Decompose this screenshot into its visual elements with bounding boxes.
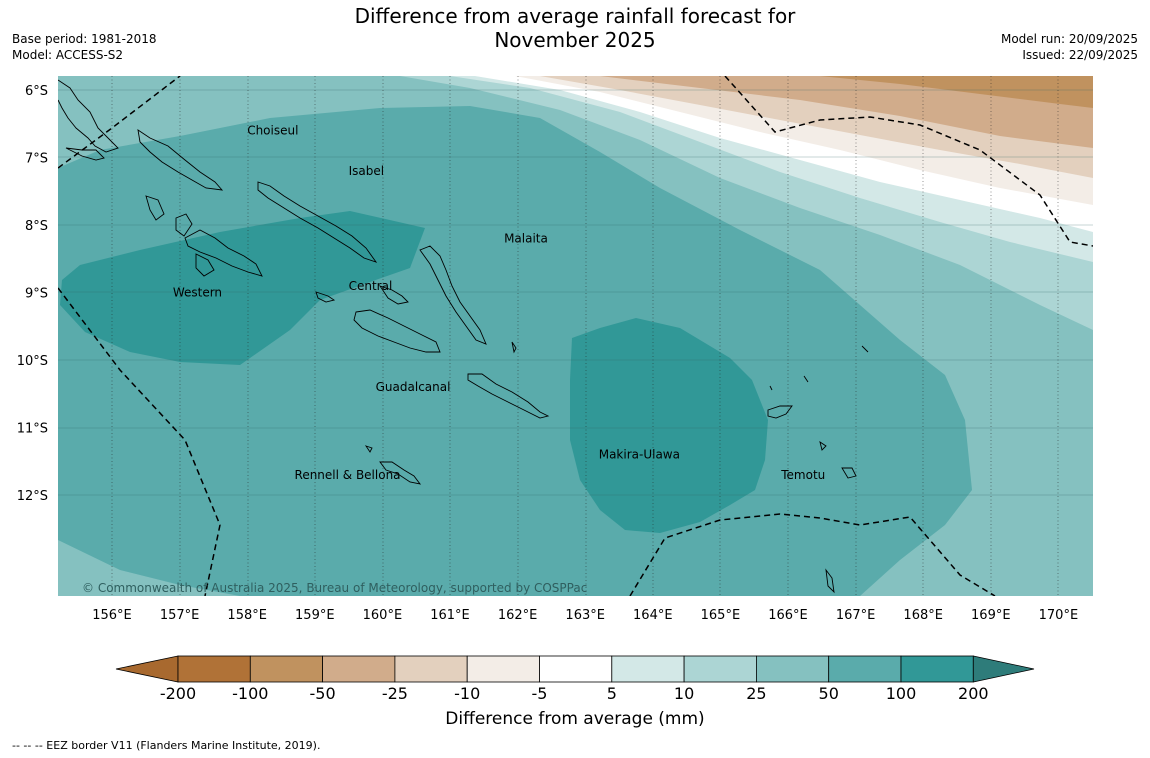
province-label: Malaita — [504, 232, 548, 246]
colorbar-tick-label: 200 — [958, 684, 989, 703]
meridians — [111, 76, 1059, 596]
zone-25-50-southwest — [58, 540, 240, 596]
lat-tick-label: 11°S — [17, 422, 48, 437]
colorbar-label: Difference from average (mm) — [445, 709, 705, 729]
colorbar-tick-label: -10 — [454, 684, 480, 703]
lon-tick-label: 163°E — [565, 608, 605, 623]
zone-neg100-neg50 — [820, 76, 1093, 108]
lon-tick-labels: 156°E 157°E 158°E 159°E 160°E 161°E 162°E 163°E… — [92, 608, 1078, 623]
lon-tick-label: 169°E — [971, 608, 1011, 623]
colorbar-segment — [683, 655, 757, 683]
colorbar-extend-high — [972, 655, 1035, 683]
lat-tick-label: 12°S — [17, 489, 48, 504]
colorbar-segment — [539, 655, 613, 683]
lon-tick-label: 157°E — [160, 608, 200, 623]
lon-tick-label: 162°E — [498, 608, 538, 623]
colorbar-segment — [611, 655, 685, 683]
issued-date: Issued: 22/09/2025 — [1022, 48, 1138, 62]
colorbar-segment — [466, 655, 540, 683]
model-name: Model: ACCESS-S2 — [12, 48, 124, 62]
colorbar-segment — [900, 655, 974, 683]
lon-tick-label: 160°E — [363, 608, 403, 623]
lat-tick-label: 8°S — [25, 219, 48, 234]
title-line-1: Difference from average rainfall forecas… — [354, 4, 796, 28]
zone-neg50-neg25 — [600, 76, 1093, 148]
base-period: Base period: 1981-2018 — [12, 32, 157, 46]
lat-tick-label: 7°S — [25, 152, 48, 167]
colorbar-extend-low — [115, 655, 179, 683]
map-title: Difference from average rainfall forecas… — [0, 4, 1150, 52]
lat-tick-label: 9°S — [25, 287, 48, 302]
colorbar-tick-label: 5 — [607, 684, 617, 703]
lon-tick-label: 159°E — [295, 608, 335, 623]
province-label: Makira-Ulawa — [599, 448, 680, 462]
colorbar-tick-label: -25 — [382, 684, 408, 703]
colorbar-tick-label: 100 — [886, 684, 917, 703]
lon-tick-label: 170°E — [1039, 608, 1079, 623]
colorbar-segment — [828, 655, 902, 683]
province-label: Isabel — [349, 164, 384, 178]
colorbar-tick-label: 10 — [674, 684, 694, 703]
islands — [58, 79, 869, 594]
province-label: Choiseul — [247, 124, 298, 138]
lon-tick-label: 156°E — [92, 608, 132, 623]
colorbar-tick-label: 25 — [746, 684, 766, 703]
colorbar-segment — [322, 655, 396, 683]
colorbar-tick-label: -5 — [532, 684, 548, 703]
zone-100-200-west — [60, 211, 425, 365]
lon-tick-label: 158°E — [227, 608, 267, 623]
colorbar-segment — [249, 655, 324, 683]
lon-tick-label: 167°E — [836, 608, 876, 623]
lon-tick-label: 165°E — [701, 608, 741, 623]
lat-tick-label: 6°S — [25, 84, 48, 99]
zone-100-200-east — [570, 318, 768, 533]
copyright-text: © Commonwealth of Australia 2025, Bureau… — [82, 581, 587, 595]
province-labels: Choiseul Isabel Malaita Central Western Guada… — [173, 124, 825, 482]
province-label: Rennell & Bellona — [295, 468, 401, 482]
province-label: Guadalcanal — [376, 380, 451, 394]
lat-tick-labels: 6°S 7°S 8°S 9°S 10°S 11°S 12°S — [17, 84, 48, 504]
colorbar-tick-label: -200 — [160, 684, 196, 703]
colorbar-segment — [177, 655, 251, 683]
colorbar-tick-label: -50 — [310, 684, 336, 703]
graticule — [58, 89, 1093, 496]
colorbar-segment — [394, 655, 468, 683]
eez-borders — [58, 76, 1093, 596]
lat-tick-label: 10°S — [17, 354, 48, 369]
lon-tick-label: 168°E — [903, 608, 943, 623]
province-label: Temotu — [780, 468, 825, 482]
province-label: Central — [349, 279, 393, 293]
colorbar-tick-label: -100 — [232, 684, 268, 703]
meta-right: Model run: 20/09/2025 Issued: 22/09/2025 — [1001, 31, 1138, 63]
lon-tick-label: 164°E — [633, 608, 673, 623]
colorbar-segment — [756, 655, 830, 683]
model-run: Model run: 20/09/2025 — [1000, 32, 1138, 46]
map-area: Choiseul Isabel Malaita Central Western Guada… — [58, 76, 1093, 596]
title-line-2: November 2025 — [494, 28, 656, 52]
footnote: -- -- -- EEZ border V11 (Flanders Marine… — [12, 739, 321, 752]
lon-tick-label: 166°E — [768, 608, 808, 623]
province-label: Western — [173, 286, 222, 300]
meta-left: Base period: 1981-2018 Model: ACCESS-S2 — [12, 31, 157, 63]
lon-tick-label: 161°E — [430, 608, 470, 623]
colorbar-tick-label: 50 — [819, 684, 839, 703]
colorbar: -200 -100 -50 -25 -10 -5 5 10 25 50 100 200 — [115, 655, 1035, 703]
